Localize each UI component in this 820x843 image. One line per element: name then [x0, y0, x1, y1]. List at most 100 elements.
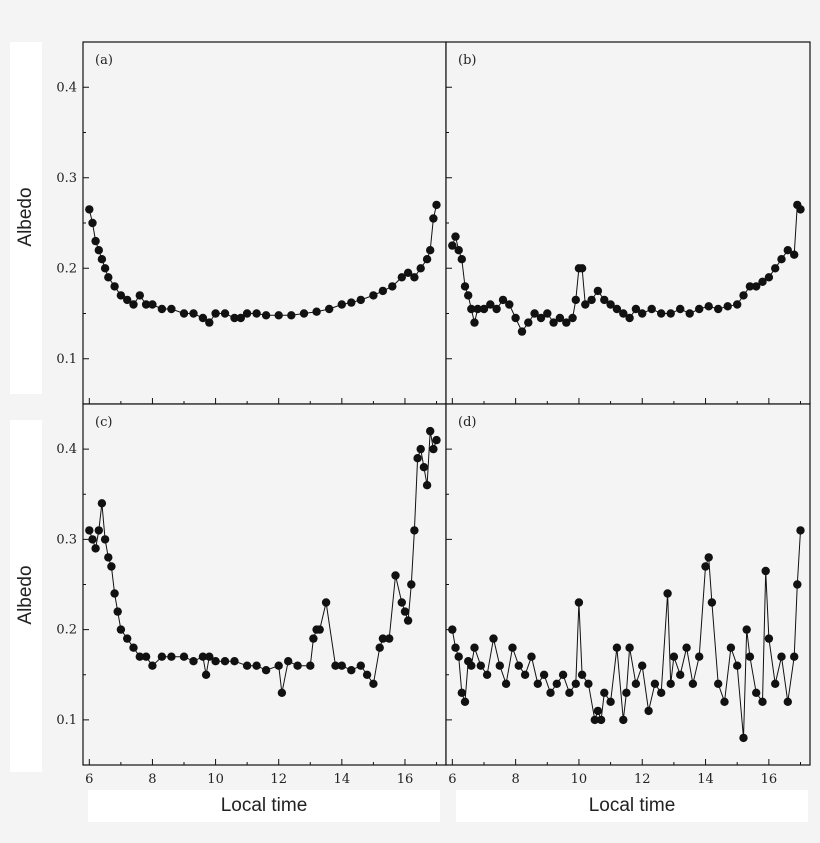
- panel-d: (d) 6 8 10 12 14 16: [445, 403, 811, 787]
- data-point: [514, 661, 523, 670]
- data-point: [606, 300, 615, 309]
- data-point: [530, 309, 539, 318]
- data-point: [707, 598, 717, 607]
- data-point: [356, 661, 365, 670]
- data-point: [141, 652, 151, 661]
- data-point: [492, 304, 501, 314]
- panel-label: (c): [95, 415, 112, 430]
- data-point: [100, 535, 110, 544]
- data-point: [533, 679, 542, 688]
- data-point: [391, 571, 400, 580]
- data-point: [486, 300, 495, 309]
- data-point: [403, 616, 413, 625]
- data-point: [723, 302, 732, 311]
- panel-c: (c) 6 8 10 12 14 16 0.1 0.2 0.3 0.4: [56, 403, 447, 787]
- data-point: [116, 625, 126, 634]
- data-point: [489, 634, 498, 643]
- data-point: [410, 526, 419, 535]
- data-point: [261, 666, 271, 675]
- data-point: [577, 264, 587, 273]
- data-point: [157, 304, 167, 314]
- data-point: [758, 697, 767, 706]
- data-point: [274, 311, 283, 320]
- data-point: [205, 318, 214, 327]
- data-point: [220, 309, 230, 318]
- data-point: [498, 295, 508, 305]
- data-point: [94, 526, 104, 535]
- data-point: [688, 679, 698, 688]
- data-point: [429, 214, 438, 223]
- data-point: [356, 295, 365, 305]
- data-point: [362, 670, 372, 679]
- data-point: [464, 291, 473, 300]
- x-tick-label: 10: [571, 772, 588, 787]
- data-point: [783, 697, 792, 706]
- data-point: [612, 643, 622, 652]
- data-point: [638, 309, 647, 318]
- data-point: [638, 661, 647, 670]
- data-point: [299, 309, 309, 318]
- data-point: [584, 679, 593, 688]
- data-point: [467, 661, 476, 670]
- data-point: [201, 670, 211, 679]
- data-point: [600, 295, 609, 305]
- x-tick-label: 12: [634, 772, 651, 787]
- data-point: [426, 246, 435, 255]
- y-tick-label: 0.4: [56, 80, 77, 95]
- data-point: [695, 652, 704, 661]
- data-point: [113, 607, 122, 616]
- data-point: [460, 282, 470, 291]
- data-point: [167, 652, 176, 661]
- data-point: [211, 657, 220, 666]
- data-point: [790, 652, 799, 661]
- data-point: [123, 634, 132, 643]
- data-point: [663, 589, 672, 598]
- data-point: [676, 670, 685, 679]
- data-point: [88, 535, 97, 544]
- data-point: [454, 246, 463, 255]
- data-point: [546, 688, 555, 697]
- data-point: [448, 241, 457, 250]
- data-point: [745, 652, 755, 661]
- data-point: [148, 300, 157, 309]
- data-point: [511, 313, 520, 323]
- x-axis-label-left: Local time: [88, 790, 440, 822]
- data-point: [555, 313, 565, 323]
- data-point: [650, 679, 660, 688]
- data-point: [793, 580, 802, 589]
- x-tick-label: 16: [397, 772, 414, 787]
- data-point: [100, 264, 110, 273]
- data-point: [331, 661, 340, 670]
- data-point: [482, 670, 492, 679]
- data-point: [536, 313, 546, 323]
- data-point: [517, 327, 527, 336]
- data-point: [274, 661, 283, 670]
- data-point: [315, 625, 324, 634]
- data-point: [676, 304, 685, 314]
- data-point: [745, 282, 755, 291]
- data-point: [410, 273, 419, 282]
- data-point: [397, 598, 406, 607]
- data-point: [388, 282, 397, 291]
- data-point: [123, 295, 132, 305]
- data-point: [337, 300, 346, 309]
- data-point: [666, 309, 675, 318]
- data-point: [198, 313, 208, 323]
- x-tick-label: 14: [697, 772, 714, 787]
- data-point: [577, 670, 587, 679]
- x-axis-label-right: Local time: [456, 790, 808, 822]
- y-tick-label: 0.2: [56, 623, 77, 638]
- data-point: [593, 706, 603, 716]
- data-point: [704, 553, 713, 562]
- data-point: [657, 688, 666, 697]
- y-tick-label: 0.1: [56, 713, 77, 728]
- data-point: [764, 634, 774, 643]
- data-point: [284, 657, 293, 666]
- data-point: [293, 661, 302, 670]
- panel-frame: [445, 41, 811, 405]
- data-point: [429, 444, 438, 454]
- data-point: [236, 313, 245, 323]
- data-point: [764, 273, 774, 282]
- data-point: [369, 291, 378, 300]
- data-point: [520, 670, 530, 679]
